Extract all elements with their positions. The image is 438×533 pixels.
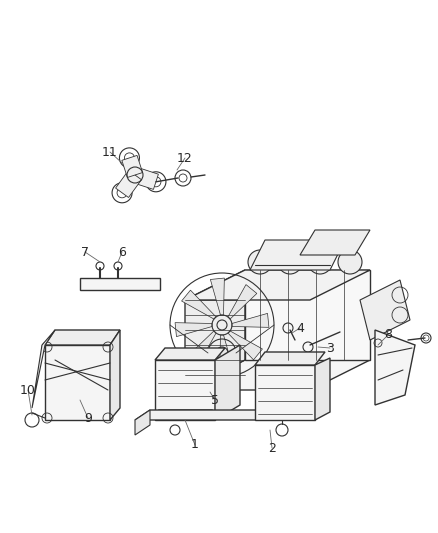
Polygon shape [133, 167, 159, 189]
Polygon shape [182, 290, 216, 319]
Text: 6: 6 [118, 246, 126, 259]
Polygon shape [110, 330, 120, 420]
Polygon shape [155, 348, 225, 360]
Polygon shape [45, 330, 120, 345]
Polygon shape [228, 331, 262, 360]
Polygon shape [360, 280, 410, 340]
Polygon shape [185, 270, 245, 390]
Text: 11: 11 [102, 146, 118, 158]
Text: 5: 5 [211, 393, 219, 407]
Text: 8: 8 [384, 328, 392, 342]
Polygon shape [315, 358, 330, 420]
Polygon shape [255, 352, 325, 365]
Text: 10: 10 [20, 384, 36, 397]
Polygon shape [32, 330, 55, 408]
Polygon shape [250, 240, 345, 270]
Polygon shape [135, 410, 150, 435]
Polygon shape [135, 410, 295, 420]
Text: 7: 7 [81, 246, 89, 259]
Polygon shape [300, 230, 370, 255]
Polygon shape [122, 156, 143, 177]
Polygon shape [245, 270, 370, 360]
Text: 4: 4 [296, 321, 304, 335]
Polygon shape [375, 330, 415, 405]
Polygon shape [45, 345, 110, 420]
Polygon shape [219, 335, 233, 372]
Polygon shape [255, 365, 315, 420]
Polygon shape [116, 171, 141, 198]
Text: 3: 3 [326, 342, 334, 354]
Text: 1: 1 [191, 439, 199, 451]
Text: 2: 2 [268, 441, 276, 455]
Polygon shape [155, 360, 215, 420]
Polygon shape [210, 278, 224, 315]
Text: 12: 12 [177, 151, 193, 165]
Circle shape [278, 250, 302, 274]
Polygon shape [215, 345, 240, 420]
Circle shape [338, 250, 362, 274]
Polygon shape [232, 313, 269, 327]
Circle shape [308, 250, 332, 274]
Polygon shape [228, 285, 257, 319]
Circle shape [248, 250, 272, 274]
Polygon shape [175, 322, 212, 337]
Polygon shape [185, 360, 370, 390]
Text: 9: 9 [84, 411, 92, 424]
Polygon shape [185, 270, 370, 300]
Polygon shape [187, 331, 216, 366]
Polygon shape [80, 278, 160, 290]
